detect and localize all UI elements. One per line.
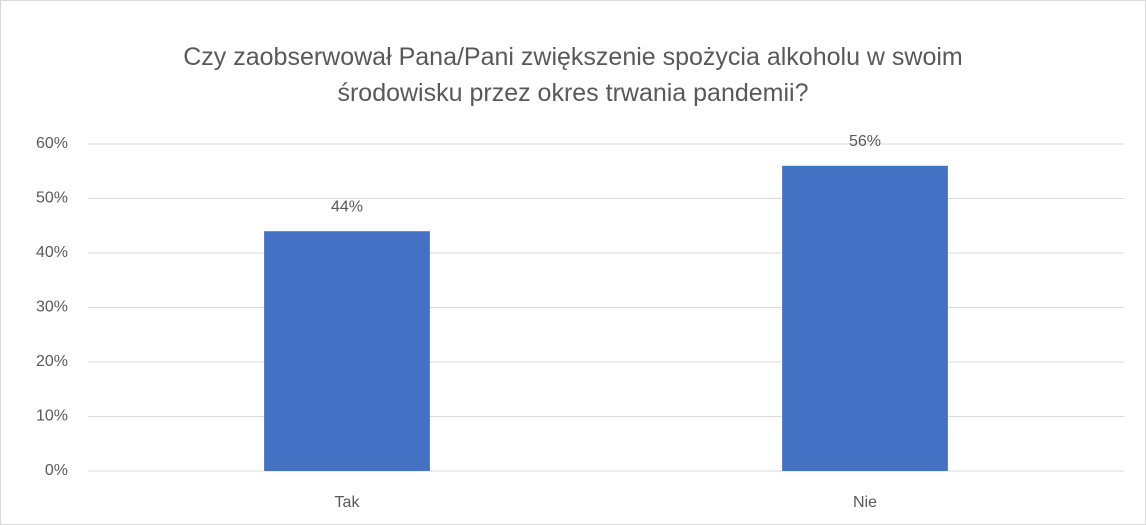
- x-tick-label: Tak: [335, 494, 361, 511]
- y-tick-label: 20%: [36, 353, 68, 370]
- y-tick-label: 50%: [36, 190, 68, 207]
- y-tick-label: 30%: [36, 299, 68, 316]
- data-label: 56%: [849, 133, 881, 150]
- chart-title: Czy zaobserwował Pana/Pani zwiększenie s…: [183, 43, 963, 107]
- y-tick-label: 60%: [36, 135, 68, 152]
- bar: [264, 231, 430, 471]
- bar: [782, 165, 948, 472]
- y-tick-label: 10%: [36, 408, 68, 425]
- x-tick-label: Nie: [853, 494, 877, 511]
- y-tick-label: 0%: [45, 462, 68, 479]
- y-tick-label: 40%: [36, 244, 68, 261]
- data-label: 44%: [331, 198, 363, 215]
